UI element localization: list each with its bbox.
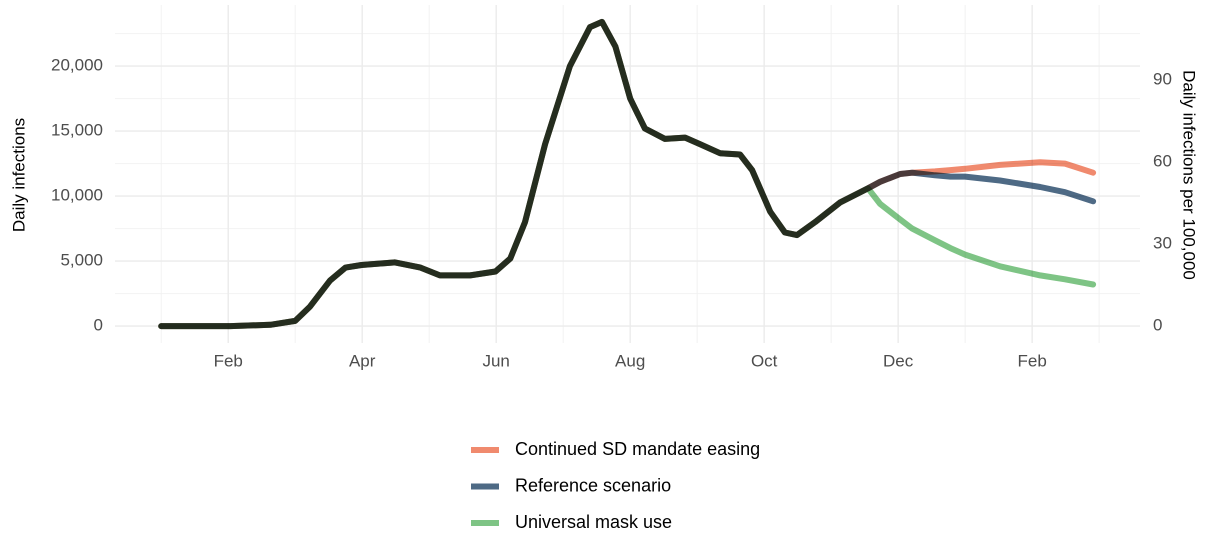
y-tick-label: 15,000 [51,121,103,140]
x-tick-label: Feb [214,351,243,370]
legend-label: Reference scenario [515,475,671,495]
x-tick-label: Feb [1017,351,1046,370]
x-tick-label: Aug [615,351,645,370]
y-axis-title: Daily infections [9,118,28,232]
grid [115,5,1140,343]
legend-label: Continued SD mandate easing [515,439,760,459]
y-tick-label: 20,000 [51,56,103,75]
y2-tick-label: 90 [1153,69,1172,88]
series-line [158,18,1097,330]
y-tick-label: 10,000 [51,186,103,205]
x-tick-label: Oct [751,351,778,370]
y2-tick-label: 0 [1153,316,1162,335]
y-tick-label: 5,000 [60,251,103,270]
y2-axis-title: Daily infections per 100,000 [1180,70,1199,280]
x-tick-label: Jun [482,351,509,370]
x-tick-label: Dec [883,351,914,370]
y2-tick-label: 30 [1153,233,1172,252]
x-tick-label: Apr [349,351,376,370]
y2-tick-label: 60 [1153,151,1172,170]
legend-label: Universal mask use [515,512,672,532]
y-tick-label: 0 [94,316,103,335]
lines [158,18,1097,330]
series-line [158,18,1097,330]
legend: Continued SD mandate easing Reference sce… [471,439,760,532]
